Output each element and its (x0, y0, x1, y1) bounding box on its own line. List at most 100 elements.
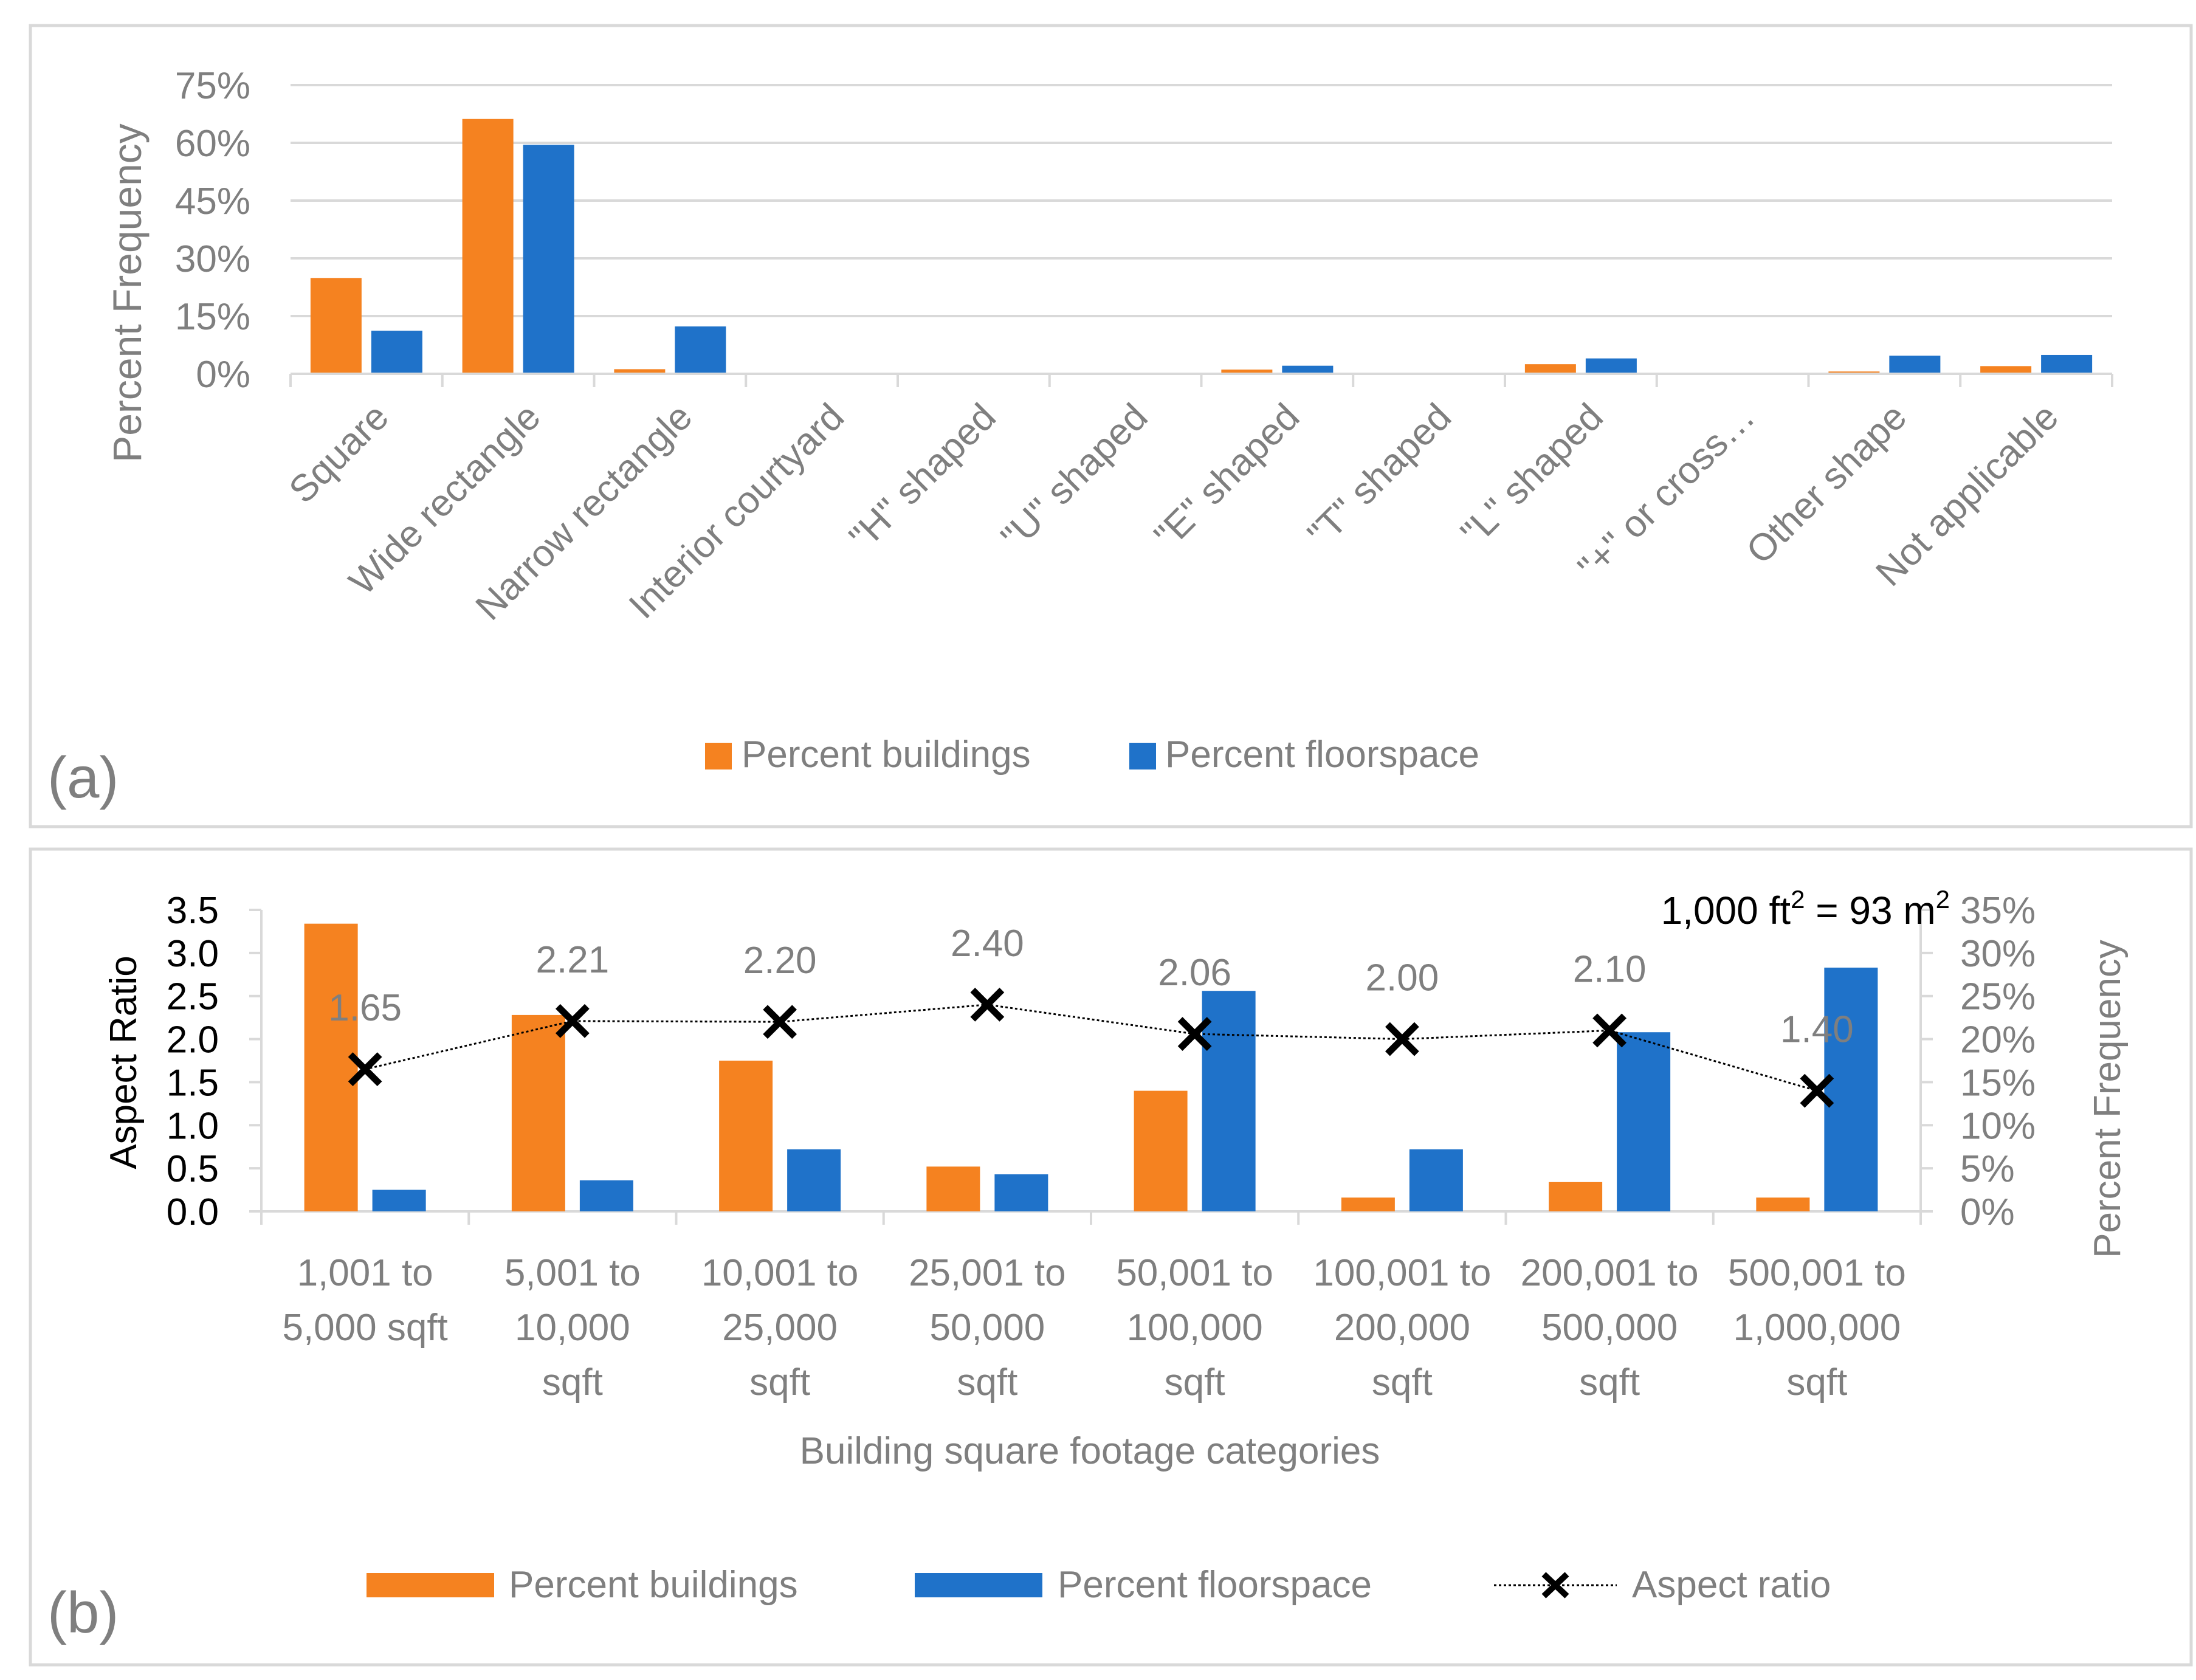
y-tick-label: 75% (175, 65, 250, 107)
legend-swatch-buildings (705, 743, 732, 769)
y2-tick-label: 35% (1960, 890, 2036, 932)
bar-percent-floorspace (1617, 1032, 1671, 1211)
x-tick-label: 500,000 (1541, 1307, 1678, 1349)
aspect-ratio-marker (1592, 1013, 1627, 1048)
y-tick-label: 15% (175, 296, 250, 338)
y2-tick-label: 25% (1960, 976, 2036, 1018)
x-tick-label: sqft (1165, 1362, 1225, 1403)
y-tick-label: 3.5 (167, 890, 219, 932)
legend-label-buildings: Percent buildings (509, 1564, 798, 1606)
bar-percent-floorspace (994, 1174, 1048, 1211)
bar-percent-buildings (1980, 366, 2032, 374)
y-tick-label: 45% (175, 181, 250, 222)
panel-b-legend: Percent buildings Percent floorspace Asp… (367, 1564, 1831, 1606)
y-tick-label: 0% (196, 354, 250, 396)
panel-a-label: (a) (47, 745, 119, 810)
aspect-ratio-marker (348, 1052, 382, 1087)
x-tick-label: 25,001 to (909, 1252, 1066, 1294)
aspect-ratio-data-label: 2.10 (1573, 948, 1647, 990)
y-tick-label: 0.0 (167, 1191, 219, 1233)
bar-percent-buildings (1524, 364, 1576, 374)
y-tick-label: 0.5 (167, 1148, 219, 1190)
aspect-ratio-data-label: 1.65 (328, 987, 402, 1029)
bar-percent-floorspace (675, 326, 726, 374)
legend-swatch-floorspace (1129, 743, 1156, 769)
y2-tick-label: 0% (1960, 1191, 2015, 1233)
bar-percent-buildings (1756, 1197, 1810, 1211)
y2-tick-label: 5% (1960, 1148, 2015, 1190)
y2-tick-label: 30% (1960, 933, 2036, 975)
bar-percent-floorspace (1824, 967, 1878, 1211)
bar-percent-buildings (1134, 1090, 1188, 1211)
panel-b-y-axis-title: Aspect Ratio (103, 955, 145, 1169)
aspect-ratio-data-label: 2.21 (536, 939, 610, 981)
panel-b-chart: 1.652.21 2.20 2.402.06 2.00 2.101.40 0.00.51… (47, 885, 2129, 1645)
y-tick-label: 3.0 (167, 933, 219, 975)
bar-percent-floorspace (371, 331, 422, 374)
legend-label-buildings: Percent buildings (742, 734, 1031, 776)
x-tick-label: 500,001 to (1728, 1252, 1906, 1294)
panel-b-label: (b) (47, 1580, 119, 1645)
bar-percent-floorspace (1202, 991, 1256, 1211)
bar-percent-buildings (926, 1166, 980, 1211)
y-tick-label: 2.0 (167, 1019, 219, 1061)
bar-percent-buildings (462, 119, 514, 374)
bar-percent-buildings (719, 1061, 773, 1211)
y-tick-label: 2.5 (167, 976, 219, 1018)
y-tick-label: 1.0 (167, 1105, 219, 1147)
aspect-ratio-data-label: 1.40 (1780, 1009, 1854, 1051)
x-tick-label: 10,001 to (701, 1252, 859, 1294)
legend-marker-aspect-ratio (1541, 1572, 1569, 1599)
bar-percent-floorspace (787, 1149, 841, 1211)
x-tick-label: 5,001 to (504, 1252, 641, 1294)
x-tick-label: 1,001 to (297, 1252, 433, 1294)
bar-percent-floorspace (1409, 1149, 1463, 1211)
bar-percent-buildings (614, 369, 666, 374)
x-tick-label: 1,000,000 (1733, 1307, 1901, 1349)
bar-percent-buildings (1221, 370, 1273, 374)
bar-percent-floorspace (1585, 358, 1637, 374)
bar-percent-buildings (310, 278, 362, 374)
legend-swatch-floorspace (915, 1573, 1042, 1597)
aspect-ratio-data-label: 2.06 (1158, 952, 1231, 994)
aspect-ratio-marker (1177, 1017, 1212, 1051)
bar-percent-floorspace (372, 1189, 426, 1211)
panel-a-legend: Percent buildings Percent floorspace (705, 734, 1479, 776)
bar-percent-buildings (1341, 1197, 1395, 1211)
y-tick-label: 60% (175, 123, 250, 165)
y-tick-label: 1.5 (167, 1062, 219, 1104)
x-tick-label: 50,001 to (1116, 1252, 1273, 1294)
x-tick-label: 10,000 (515, 1307, 630, 1349)
legend-swatch-buildings (367, 1573, 494, 1597)
y-tick-label: 30% (175, 238, 250, 280)
x-tick-label: sqft (542, 1362, 603, 1403)
aspect-ratio-data-label: 2.00 (1366, 957, 1439, 999)
x-tick-label: sqft (957, 1362, 1017, 1403)
panel-a-y-axis-title: Percent Frequency (105, 123, 150, 463)
x-tick-label: 200,000 (1334, 1307, 1470, 1349)
x-tick-label: sqft (1579, 1362, 1640, 1403)
y2-tick-label: 20% (1960, 1019, 2036, 1061)
legend-label-floorspace: Percent floorspace (1058, 1564, 1372, 1606)
panel-b-x-axis-title: Building square footage categories (800, 1430, 1380, 1472)
x-tick-label: 50,000 (930, 1307, 1045, 1349)
panel-a-frame (29, 24, 2193, 828)
x-tick-label: 200,001 to (1521, 1252, 1699, 1294)
aspect-ratio-marker (763, 1005, 797, 1039)
bar-percent-floorspace (523, 145, 574, 374)
bar-percent-buildings (304, 923, 358, 1211)
bar-percent-floorspace (1282, 365, 1334, 374)
x-tick-label: 100,000 (1127, 1307, 1263, 1349)
y2-tick-label: 10% (1960, 1105, 2036, 1147)
y2-tick-label: 15% (1960, 1062, 2036, 1104)
x-tick-label: sqft (1786, 1362, 1847, 1403)
aspect-ratio-marker (1385, 1022, 1419, 1056)
aspect-ratio-marker (555, 1004, 590, 1038)
x-tick-label: 5,000 sqft (282, 1307, 447, 1349)
bar-percent-floorspace (1889, 356, 1941, 374)
panel-b-y2-axis-title: Percent Frequency (2087, 940, 2129, 1258)
legend-label-floorspace: Percent floorspace (1165, 734, 1479, 776)
x-tick-label: sqft (749, 1362, 810, 1403)
unit-conversion-note: 1,000 ft2 = 93 m2 (1661, 885, 1950, 932)
bar-percent-buildings (511, 1014, 565, 1211)
